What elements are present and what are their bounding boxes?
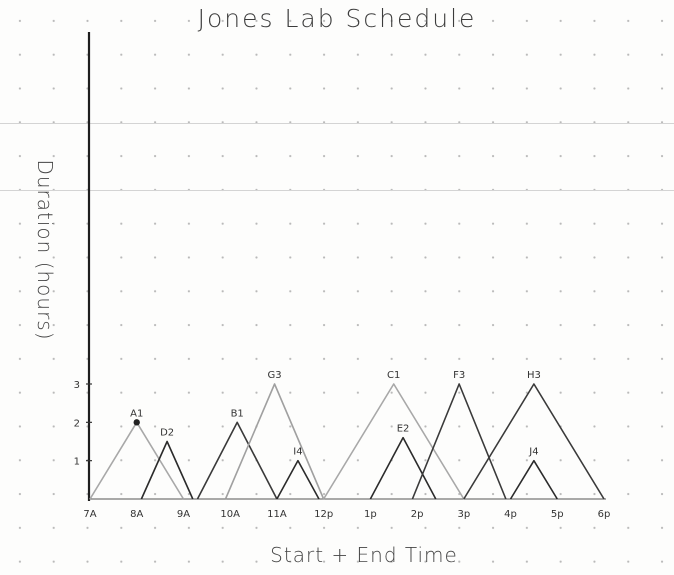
- series-line-c1: [322, 383, 465, 500]
- peak-label-e2: E2: [397, 424, 410, 435]
- series-line-g3: [224, 383, 325, 500]
- x-tick-label: 2p: [411, 509, 424, 520]
- x-axis-label: Start + End Time: [270, 543, 458, 567]
- x-tick-label: 9A: [177, 509, 190, 520]
- series-line-f3: [411, 383, 507, 500]
- x-tick-label: 6p: [598, 509, 611, 520]
- peak-label-a1: A1: [130, 408, 143, 419]
- peak-label-b1: B1: [231, 408, 244, 419]
- x-tick-label: 12p: [314, 509, 333, 520]
- y-tick-label: 2: [74, 418, 80, 429]
- paper-rule-line: [0, 123, 674, 124]
- x-tick-label: 11A: [267, 509, 287, 520]
- tick-group: 7A 8A 9A 10A 11A 12p 1p 2p 3p 4p 5p 6p 1 2 3: [74, 380, 611, 520]
- paper-rule-line: [0, 190, 674, 191]
- peak-label-i4: I4: [293, 447, 302, 458]
- y-axis-label: Duration (hours): [33, 159, 57, 340]
- y-tick-label: 3: [74, 380, 80, 391]
- x-tick-label: 8A: [130, 509, 143, 520]
- series-line-j4: [509, 459, 558, 500]
- series-line-i4: [276, 459, 320, 500]
- peak-label-h3: H3: [527, 370, 541, 381]
- peak-label-g3: G3: [268, 370, 282, 381]
- series-group: [89, 383, 605, 500]
- x-tick-label: 7A: [83, 509, 96, 520]
- peak-label-j4: J4: [528, 447, 538, 458]
- peak-label-d2: D2: [160, 428, 174, 439]
- peak-marker-a1: [133, 419, 140, 426]
- peak-label-group: A1 D2 B1 G3 I4 C1 E2 F3 H3 J4: [130, 370, 541, 458]
- x-tick-label: 10A: [220, 509, 240, 520]
- peak-label-c1: C1: [387, 370, 400, 381]
- x-tick-label: 1p: [364, 509, 377, 520]
- x-tick-label: 3p: [457, 509, 470, 520]
- x-tick-label: 4p: [504, 509, 517, 520]
- y-tick-label: 1: [74, 457, 80, 468]
- series-line-h3: [463, 383, 605, 500]
- series-line-b1: [196, 421, 278, 500]
- x-tick-label: 5p: [551, 509, 564, 520]
- series-line-d2: [140, 440, 194, 500]
- axes-group: Start + End Time Duration (hours): [33, 32, 606, 567]
- chart-title: Jones Lab Schedule: [197, 4, 477, 33]
- series-line-e2: [369, 436, 437, 500]
- peak-label-f3: F3: [453, 370, 465, 381]
